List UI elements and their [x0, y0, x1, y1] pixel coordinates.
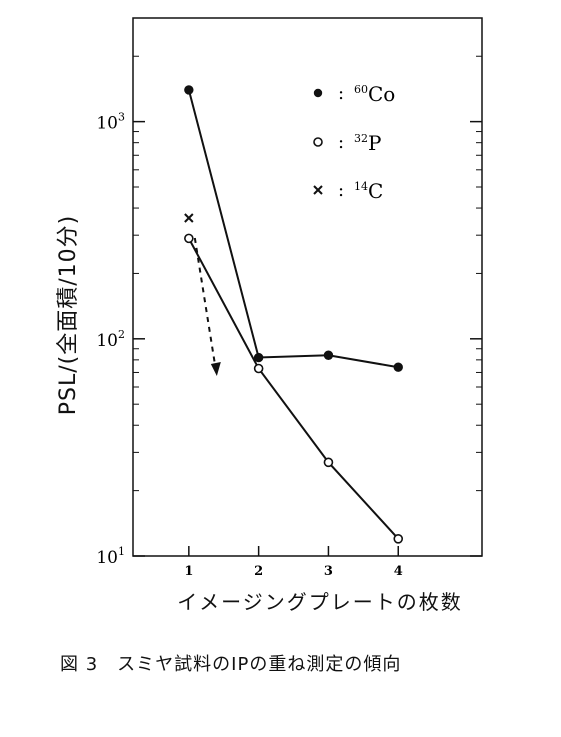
- legend: :60Co: 32P: 14C: [313, 82, 395, 203]
- data-point-32P: [393, 534, 404, 544]
- data-point-32P: [184, 233, 194, 244]
- x-tick-label: 4: [394, 564, 403, 579]
- legend-colon: :: [338, 132, 344, 153]
- series-line-60Co: [187, 89, 399, 369]
- trend-arrowhead-14C: [210, 361, 221, 376]
- y-tick-label: 103: [96, 111, 125, 134]
- legend-marker-32P: [313, 137, 323, 147]
- data-point-32P: [323, 457, 334, 468]
- data-point-60Co: [323, 350, 334, 360]
- y-axis-label: PSL/(全面積/10分): [56, 214, 82, 416]
- legend-label-60Co: 60Co: [354, 82, 395, 106]
- figure-caption: 図 3 スミヤ試料のIPの重ね測定の傾向: [60, 654, 402, 675]
- x-marker-stroke: [184, 213, 194, 223]
- data-point-32P: [253, 363, 264, 374]
- x-tick-label: 1: [184, 564, 193, 579]
- data-point-14C: [184, 213, 194, 223]
- y-axis-label-box: PSL/(全面積/10分): [30, 150, 102, 480]
- data-point-60Co: [184, 85, 194, 95]
- plot-border: [132, 17, 483, 557]
- x-tick-label: 3: [324, 564, 333, 579]
- x-tick-label: 2: [254, 564, 263, 579]
- data-point-60Co: [393, 362, 403, 372]
- trend-arrow-14C: [193, 237, 217, 371]
- legend-marker-60Co: [313, 88, 323, 98]
- y-tick-label: 102: [96, 328, 125, 351]
- legend-colon: :: [338, 83, 344, 104]
- axis-ticks: 101 102 103 1 2 3 4: [96, 17, 482, 579]
- plot-frame: [132, 17, 483, 557]
- legend-marker-14C: [313, 185, 323, 195]
- x-marker-stroke: [313, 185, 323, 195]
- y-tick-label: 101: [96, 545, 125, 568]
- legend-label-14C: 14C: [354, 179, 383, 203]
- legend-colon: :: [338, 180, 344, 201]
- data-point-60Co: [253, 352, 264, 363]
- x-axis-label: イメージングプレートの枚数: [177, 590, 463, 614]
- legend-label-32P: 32P: [354, 131, 381, 155]
- series-line-32P: [187, 237, 399, 540]
- series-layer: [184, 85, 404, 544]
